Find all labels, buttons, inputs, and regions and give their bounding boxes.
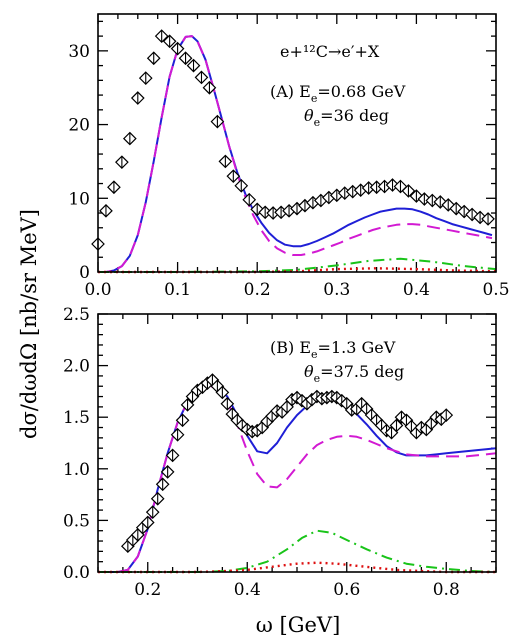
x-tick-label: 0.2 <box>134 580 161 600</box>
data-point <box>226 169 241 184</box>
panel-a-ticks <box>97 14 497 273</box>
data-point <box>107 180 121 195</box>
panel-a-frame <box>97 13 497 273</box>
y-tick-label: 0 <box>79 263 90 283</box>
panel-a-angle: θe=36 deg <box>304 106 389 129</box>
series-line-dashdot <box>98 529 497 573</box>
panel-b-energy: (B) Ee=1.3 GeV <box>270 338 396 361</box>
series-line-solid <box>98 35 493 273</box>
x-tick-label: 0.2 <box>244 280 271 300</box>
y-tick-label: 0.0 <box>63 563 90 583</box>
data-point <box>99 203 113 218</box>
data-point <box>401 184 416 198</box>
x-tick-label: 0.5 <box>482 280 509 300</box>
y-tick-label: 1.5 <box>63 408 90 428</box>
x-tick-label: 0.4 <box>403 280 430 300</box>
data-point <box>202 80 217 95</box>
series-line-dashed <box>98 384 497 573</box>
data-point <box>180 397 195 412</box>
x-axis-title: ω [GeV] <box>256 613 341 637</box>
data-point <box>186 58 201 73</box>
data-point <box>145 505 160 519</box>
x-tick-label: 0.4 <box>234 580 261 600</box>
panel-a-series <box>98 35 497 274</box>
x-tick-label: 0.0 <box>84 280 111 300</box>
x-tick-label: 0.3 <box>323 280 350 300</box>
panel-a: 0.0 0.1 0.2 0.3 0.4 0.5 0 10 20 30 e+¹²C→e′+X (A)… <box>68 13 510 300</box>
y-tick-label: 1.0 <box>63 460 90 480</box>
x-tick-label: 0.8 <box>433 580 460 600</box>
y-tick-label: 2.5 <box>63 305 90 325</box>
x-tick-label: 0.6 <box>333 580 360 600</box>
series-line-dotted <box>98 267 497 274</box>
data-point <box>138 71 153 85</box>
y-axis-title: dσ/dωdΩ [nb/sr MeV] <box>17 209 41 439</box>
data-point <box>155 477 170 492</box>
y-tick-label: 0.5 <box>63 511 90 531</box>
y-tick-label: 2.0 <box>63 357 90 377</box>
data-point <box>175 413 190 428</box>
data-point <box>146 51 161 66</box>
panel-b-angle: θe=37.5 deg <box>304 362 404 385</box>
data-point <box>154 29 169 43</box>
data-point <box>170 41 185 56</box>
panel-b-tick-labels: 0.2 0.4 0.6 0.8 0.0 0.5 1.0 1.5 2.0 2.5 <box>63 305 460 600</box>
data-point <box>115 155 129 170</box>
panel-a-reaction: e+¹²C→e′+X <box>280 42 380 61</box>
data-point <box>250 202 265 217</box>
data-point <box>215 385 230 400</box>
panel-b-data-points <box>121 373 454 554</box>
data-point <box>160 465 175 479</box>
series-line-dashed <box>98 35 493 273</box>
data-point <box>194 70 209 85</box>
data-point <box>140 515 155 530</box>
x-tick-label: 0.1 <box>164 280 191 300</box>
data-point <box>162 34 177 49</box>
panel-a-energy: (A) Ee=0.68 GeV <box>270 82 406 105</box>
panel-b: 0.2 0.4 0.6 0.8 0.0 0.5 1.0 1.5 2.0 2.5 (B) Ee=1.… <box>63 305 497 600</box>
data-point <box>220 396 235 411</box>
data-point <box>122 131 137 146</box>
data-point <box>178 51 193 66</box>
data-point <box>389 418 404 433</box>
data-point <box>439 408 454 422</box>
panel-b-series <box>98 383 497 574</box>
data-point <box>150 491 165 506</box>
data-point <box>165 448 180 463</box>
data-point <box>234 178 249 193</box>
y-tick-label: 30 <box>68 42 90 62</box>
panel-b-frame <box>97 313 497 573</box>
data-point <box>481 212 495 226</box>
data-point <box>218 154 233 169</box>
panel-a-data-points <box>91 29 495 251</box>
data-point <box>465 207 479 222</box>
data-point <box>210 114 225 129</box>
data-point <box>242 192 257 207</box>
y-tick-label: 10 <box>68 189 90 209</box>
data-point <box>170 427 185 442</box>
data-point <box>130 91 145 105</box>
data-point <box>449 201 464 216</box>
panel-a-tick-labels: 0.0 0.1 0.2 0.3 0.4 0.5 0 10 20 30 <box>68 42 509 300</box>
y-tick-label: 20 <box>68 116 90 136</box>
data-point <box>417 192 432 206</box>
series-line-dotted <box>98 561 496 574</box>
